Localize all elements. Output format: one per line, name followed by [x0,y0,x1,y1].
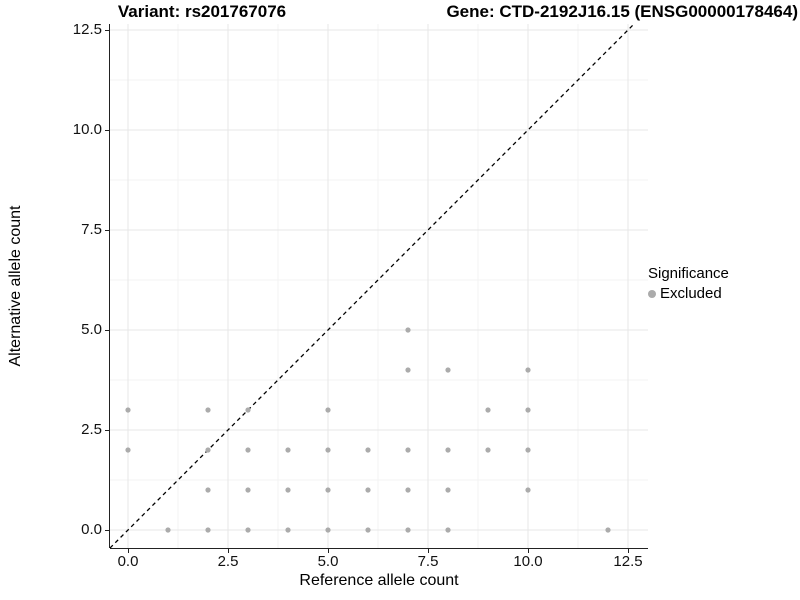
x-axis-title: Reference allele count [299,572,459,589]
y-tick-mark [105,129,110,131]
data-point [445,367,451,373]
y-tick-mark [105,329,110,331]
data-point [325,487,331,493]
data-point [285,487,291,493]
data-point [485,407,491,413]
legend-item-excluded: Excluded [648,285,729,302]
data-point [405,487,411,493]
x-tick-label: 7.5 [417,553,439,570]
data-point [285,527,291,533]
y-tick-label: 2.5 [81,421,102,438]
x-tick-mark [127,548,129,553]
data-point [205,447,211,453]
data-point [485,447,491,453]
x-tick-mark [527,548,529,553]
variant-title: Variant: rs201767076 [117,2,287,21]
data-point [525,407,531,413]
data-point [365,487,371,493]
y-tick-label: 0.0 [81,521,102,538]
data-point [285,447,291,453]
data-point [405,327,411,333]
x-tick-label: 2.5 [217,553,239,570]
data-point [445,447,451,453]
x-tick-label: 12.5 [613,553,643,570]
legend-item-label: Excluded [660,285,722,302]
plot-canvas [110,24,648,548]
x-tick-label: 0.0 [117,553,139,570]
legend: Significance Excluded [648,265,729,302]
y-axis-line [109,24,111,548]
x-tick-label: 5.0 [317,553,339,570]
x-tick-mark [227,548,229,553]
data-point [605,527,611,533]
data-point [525,487,531,493]
data-point [325,527,331,533]
y-tick-label: 5.0 [81,321,102,338]
x-tick-mark [627,548,629,553]
x-tick-mark [427,548,429,553]
data-point [245,527,251,533]
x-axis-line [110,548,648,550]
data-point [325,407,331,413]
data-point [245,487,251,493]
x-tick-label: 10.0 [513,553,543,570]
data-point [205,527,211,533]
excluded-point-icon [648,289,656,298]
y-tick-mark [105,29,110,31]
data-point [445,487,451,493]
gene-title: Gene: CTD-2192J16.15 (ENSG00000178464) [446,2,798,21]
data-point [405,367,411,373]
data-point [125,407,131,413]
data-point [205,487,211,493]
y-tick-mark [105,429,110,431]
data-point [365,527,371,533]
plot-panel [110,24,648,548]
data-point [405,447,411,453]
data-point [525,447,531,453]
data-point [525,367,531,373]
data-point [125,447,131,453]
data-point [245,407,251,413]
data-point [445,527,451,533]
identity-reference-line [110,24,635,548]
y-axis-title: Alternative allele count [7,205,24,367]
data-point [365,447,371,453]
x-tick-mark [327,548,329,553]
y-tick-label: 7.5 [81,221,102,238]
y-tick-mark [105,529,110,531]
data-point [405,527,411,533]
data-point [245,447,251,453]
y-tick-mark [105,229,110,231]
y-tick-label: 10.0 [72,121,102,138]
data-point [325,447,331,453]
legend-title: Significance [648,265,729,282]
data-point [205,407,211,413]
y-tick-label: 12.5 [72,21,102,38]
data-point [165,527,171,533]
